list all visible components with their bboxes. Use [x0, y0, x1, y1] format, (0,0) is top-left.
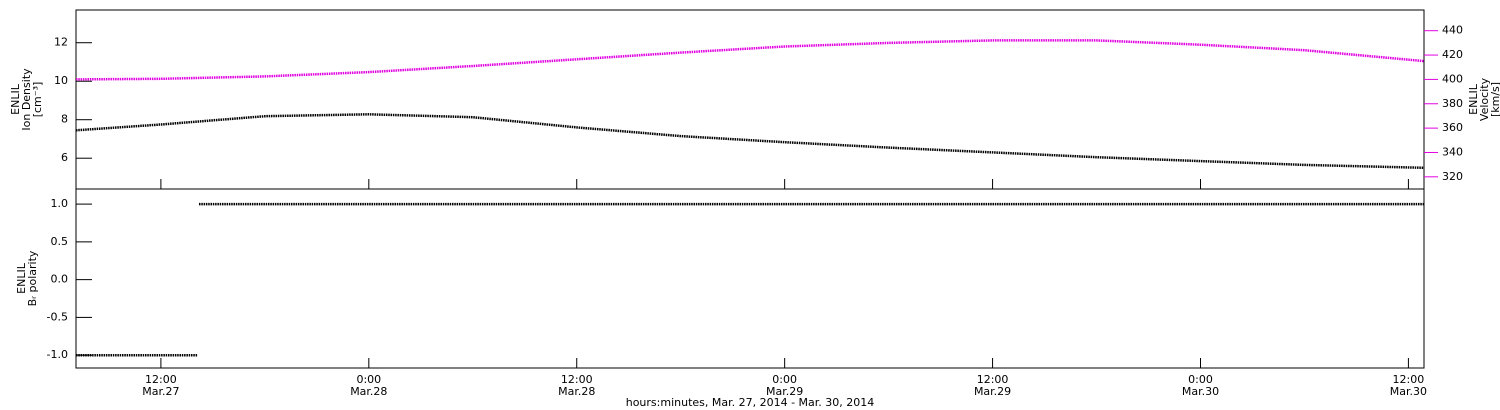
x-tick-date: Mar.30 [1182, 385, 1219, 398]
y-axis-title: Ion Density [20, 68, 33, 131]
x-tick-date: Mar.28 [350, 385, 387, 398]
y-tick-label: 0.5 [51, 235, 69, 248]
y-tick-label: 12 [54, 36, 68, 49]
data-line [75, 113, 1425, 170]
y-axis-title: Bᵣ polarity [26, 250, 39, 306]
y2-tick-label: 320 [1442, 170, 1463, 183]
y-axis-title: ENLIL [15, 262, 28, 294]
y-tick-label: -1.0 [47, 348, 68, 361]
x-tick-date: Mar.28 [558, 385, 595, 398]
y-tick-label: 1.0 [51, 197, 69, 210]
y-axis-title: [cm⁻³] [31, 82, 44, 118]
y2-axis-title: Velocity [1478, 77, 1491, 121]
y2-tick-label: 360 [1442, 121, 1463, 134]
y2-tick-label: 440 [1442, 24, 1463, 37]
y2-axis-title: ENLIL [1467, 83, 1480, 115]
x-tick-label: 12:00 [145, 373, 177, 386]
y2-tick-label: 400 [1442, 72, 1463, 85]
y2-tick-label: 380 [1442, 97, 1463, 110]
y-tick-label: 0.0 [51, 273, 69, 286]
x-tick-date: Mar.30 [1390, 385, 1427, 398]
x-tick-date: Mar.29 [974, 385, 1011, 398]
x-axis-title: hours:minutes, Mar. 27, 2014 - Mar. 30, … [626, 396, 875, 409]
x-tick-label: 12:00 [977, 373, 1009, 386]
x-tick-label: 12:00 [1393, 373, 1425, 386]
y-tick-label: 10 [54, 74, 68, 87]
y2-tick-label: 340 [1442, 145, 1463, 158]
x-tick-label: 0:00 [356, 373, 381, 386]
y-axis-title: ENLIL [9, 83, 22, 115]
y2-axis-title: [km/s] [1489, 82, 1500, 117]
data-line [75, 39, 1425, 81]
y-tick-label: -0.5 [47, 310, 68, 323]
y-tick-label: 8 [61, 113, 68, 126]
x-tick-label: 12:00 [561, 373, 593, 386]
x-tick-date: Mar.27 [142, 385, 179, 398]
y2-tick-label: 420 [1442, 48, 1463, 61]
x-tick-label: 0:00 [1188, 373, 1213, 386]
y-tick-label: 6 [61, 151, 68, 164]
x-tick-date: Mar.29 [766, 385, 803, 398]
x-tick-label: 0:00 [772, 373, 797, 386]
data-line [76, 202, 1424, 357]
